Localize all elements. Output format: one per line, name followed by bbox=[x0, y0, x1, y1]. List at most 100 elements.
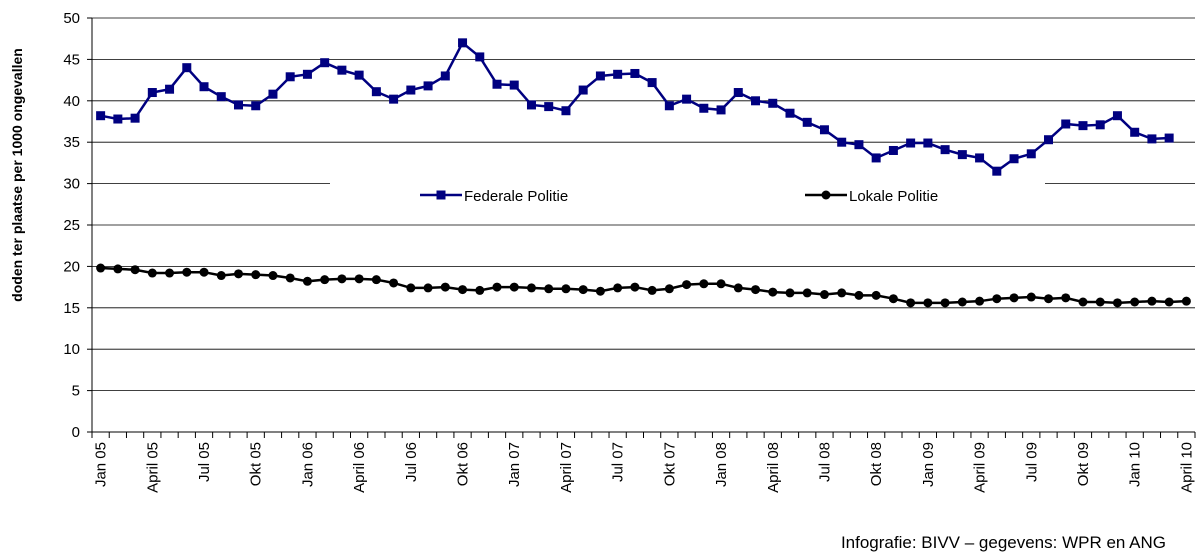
data-point bbox=[906, 138, 916, 148]
data-point bbox=[595, 286, 605, 296]
data-point bbox=[751, 96, 761, 106]
data-point bbox=[1095, 297, 1105, 307]
data-point bbox=[371, 275, 381, 285]
x-tick-label: Jul 06 bbox=[403, 442, 420, 482]
data-point bbox=[320, 58, 330, 68]
data-point bbox=[233, 269, 243, 279]
data-point bbox=[630, 68, 640, 78]
data-point bbox=[492, 282, 502, 292]
x-tick-label: Jan 10 bbox=[1127, 442, 1144, 487]
data-point bbox=[940, 298, 950, 308]
data-point bbox=[113, 264, 123, 274]
data-point bbox=[682, 94, 692, 104]
data-point bbox=[854, 290, 864, 300]
data-point bbox=[492, 79, 502, 89]
legend-label: Federale Politie bbox=[464, 188, 568, 205]
data-point bbox=[337, 65, 347, 75]
x-tick-label: Jul 08 bbox=[816, 442, 833, 482]
data-point bbox=[1181, 296, 1191, 306]
data-point bbox=[354, 274, 364, 284]
data-point bbox=[509, 80, 519, 90]
y-tick-label: 50 bbox=[63, 10, 80, 27]
data-point bbox=[716, 279, 726, 289]
y-tick-label: 15 bbox=[63, 300, 80, 317]
data-point bbox=[854, 140, 864, 150]
data-point bbox=[233, 100, 243, 110]
y-tick-label: 45 bbox=[63, 51, 80, 68]
x-tick-label: Jan 07 bbox=[506, 442, 523, 487]
data-point bbox=[371, 87, 381, 97]
data-point bbox=[957, 297, 967, 307]
data-point bbox=[1130, 297, 1140, 307]
data-point bbox=[268, 89, 278, 99]
x-tick-label: Jul 07 bbox=[610, 442, 627, 482]
data-point bbox=[733, 88, 743, 98]
data-point bbox=[785, 108, 795, 118]
x-tick-label: Jan 05 bbox=[93, 442, 110, 487]
data-point bbox=[147, 268, 157, 278]
series-line bbox=[100, 40, 1170, 173]
data-point bbox=[440, 282, 450, 292]
data-point bbox=[647, 78, 657, 88]
y-tick-label: 5 bbox=[72, 383, 80, 400]
data-point bbox=[475, 285, 485, 295]
data-point bbox=[699, 279, 709, 289]
data-point bbox=[819, 290, 829, 300]
data-point bbox=[1147, 134, 1157, 144]
data-point bbox=[578, 85, 588, 95]
y-tick-label: 30 bbox=[63, 176, 80, 193]
data-point bbox=[1044, 294, 1054, 304]
data-point bbox=[802, 117, 812, 127]
x-tick-label: Okt 08 bbox=[868, 442, 885, 486]
data-point bbox=[544, 102, 554, 112]
data-point bbox=[268, 271, 278, 281]
data-point bbox=[664, 284, 674, 294]
data-point bbox=[613, 283, 623, 293]
y-tick-label: 25 bbox=[63, 217, 80, 234]
x-tick-label: Okt 07 bbox=[661, 442, 678, 486]
data-point bbox=[1112, 111, 1122, 121]
data-point bbox=[440, 71, 450, 81]
legend-marker bbox=[436, 190, 446, 200]
data-point bbox=[199, 82, 209, 92]
data-point bbox=[578, 285, 588, 295]
data-point bbox=[1147, 296, 1157, 306]
x-tick-label: Jan 08 bbox=[713, 442, 730, 487]
data-point bbox=[768, 98, 778, 108]
x-tick-label: April 07 bbox=[558, 442, 575, 493]
data-point bbox=[837, 137, 847, 147]
data-point bbox=[458, 285, 468, 295]
data-point bbox=[320, 275, 330, 285]
x-tick-label: Okt 05 bbox=[248, 442, 265, 486]
y-tick-label: 0 bbox=[72, 424, 80, 441]
data-point bbox=[923, 138, 933, 148]
x-tick-label: April 06 bbox=[351, 442, 368, 493]
data-point bbox=[96, 111, 106, 121]
legend: Federale Politie Lokale Politie bbox=[330, 178, 1045, 212]
x-tick-label: April 10 bbox=[1178, 442, 1195, 493]
data-point bbox=[1044, 135, 1054, 145]
x-tick-label: Jul 09 bbox=[1023, 442, 1040, 482]
data-point bbox=[389, 278, 399, 288]
data-point bbox=[216, 271, 226, 281]
y-tick-label: 20 bbox=[63, 258, 80, 275]
data-point bbox=[1061, 293, 1071, 303]
data-point bbox=[837, 288, 847, 298]
data-point bbox=[130, 113, 140, 123]
data-point bbox=[940, 145, 950, 155]
data-point bbox=[216, 92, 226, 102]
data-point bbox=[544, 284, 554, 294]
data-point bbox=[975, 296, 985, 306]
x-tick-label: Okt 09 bbox=[1075, 442, 1092, 486]
data-point bbox=[423, 283, 433, 293]
x-tick-label: Jan 09 bbox=[920, 442, 937, 487]
data-point bbox=[871, 290, 881, 300]
data-point bbox=[992, 166, 1002, 176]
data-point bbox=[1009, 154, 1019, 164]
data-point bbox=[165, 268, 175, 278]
data-point bbox=[302, 276, 312, 286]
data-point bbox=[1164, 297, 1174, 307]
data-point bbox=[423, 81, 433, 91]
data-point bbox=[337, 274, 347, 284]
